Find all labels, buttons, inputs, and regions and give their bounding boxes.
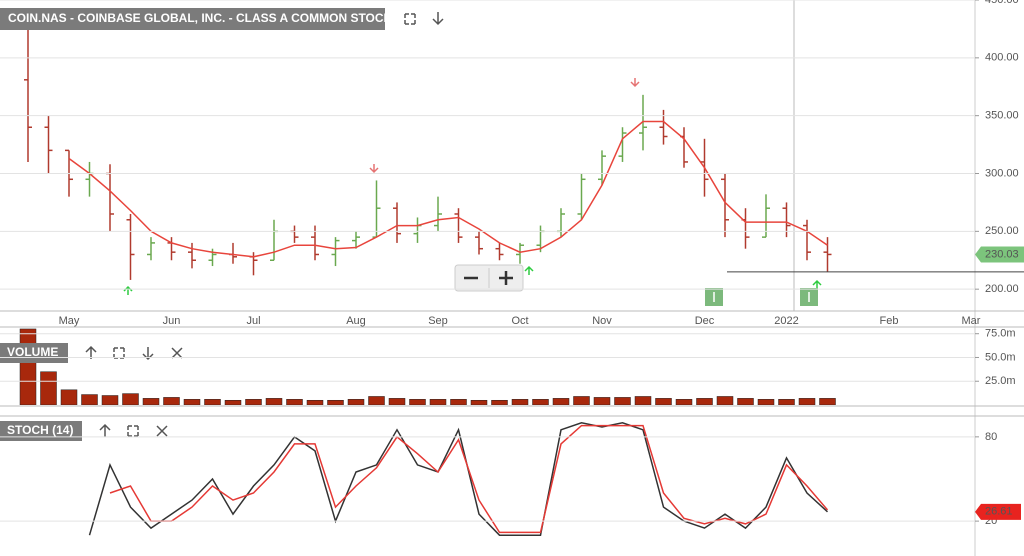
bar bbox=[491, 399, 508, 405]
y-tick-label: 75.0m bbox=[985, 328, 1016, 340]
y-tick-label: 80 bbox=[985, 431, 997, 443]
bar bbox=[634, 396, 652, 405]
bar bbox=[429, 399, 447, 405]
x-tick-label: Jul bbox=[246, 315, 260, 327]
x-tick-label: Dec bbox=[695, 315, 715, 327]
bar bbox=[368, 396, 385, 405]
bar bbox=[19, 328, 37, 405]
bar bbox=[163, 397, 180, 405]
y-tick-label: 400.00 bbox=[985, 52, 1019, 64]
bar bbox=[122, 393, 139, 405]
title-box bbox=[0, 421, 82, 441]
zoom-in[interactable] bbox=[499, 271, 513, 285]
y-tick-label: 200.00 bbox=[985, 283, 1019, 295]
bar bbox=[798, 398, 816, 405]
fullscreen-icon[interactable] bbox=[127, 425, 139, 437]
toolbar[interactable] bbox=[99, 423, 168, 437]
close-icon[interactable] bbox=[171, 347, 183, 359]
buy-arrow bbox=[524, 265, 534, 275]
last-value-tag bbox=[975, 503, 1021, 520]
bar bbox=[778, 399, 795, 405]
x-tick-label: Jun bbox=[163, 315, 181, 327]
bar bbox=[40, 371, 57, 405]
y-tick-label: 50.0m bbox=[985, 351, 1016, 363]
x-tick-label: 2022 bbox=[774, 315, 798, 327]
bar bbox=[675, 399, 693, 405]
close-icon[interactable] bbox=[156, 425, 168, 437]
bar bbox=[532, 399, 549, 405]
last-value-label: 26.61 bbox=[985, 506, 1013, 518]
bar bbox=[245, 399, 262, 405]
bar bbox=[409, 399, 426, 405]
sell-arrow bbox=[630, 78, 640, 88]
bar bbox=[593, 397, 611, 405]
bar bbox=[142, 398, 160, 405]
bar bbox=[388, 398, 406, 405]
bar bbox=[224, 399, 242, 405]
volume-title: VOLUME bbox=[7, 345, 58, 359]
y-tick-label: 25.0m bbox=[985, 375, 1016, 387]
zoom-control[interactable] bbox=[454, 264, 524, 292]
bar bbox=[716, 396, 734, 405]
y-tick-label: 350.00 bbox=[985, 110, 1019, 122]
bar bbox=[655, 398, 672, 405]
y-tick-label: 450.00 bbox=[985, 0, 1019, 6]
bar bbox=[573, 396, 590, 405]
x-tick-label: Aug bbox=[346, 315, 366, 327]
x-tick-label: Nov bbox=[592, 315, 612, 327]
bar bbox=[614, 397, 631, 405]
series-line bbox=[109, 424, 829, 534]
bar bbox=[511, 399, 529, 405]
bar bbox=[347, 399, 365, 405]
series-line bbox=[88, 422, 829, 536]
bar bbox=[81, 394, 98, 405]
fullscreen-icon[interactable] bbox=[404, 13, 416, 25]
bar bbox=[204, 399, 221, 405]
x-tick-label: Mar bbox=[962, 315, 981, 327]
bar bbox=[101, 395, 119, 405]
sell-arrow bbox=[369, 164, 379, 174]
x-tick-label: May bbox=[59, 315, 80, 327]
buy-arrow bbox=[812, 279, 822, 289]
bar bbox=[819, 398, 836, 405]
bar bbox=[552, 398, 570, 405]
toolbar[interactable] bbox=[404, 12, 444, 26]
chart-title: COIN.NAS - COINBASE GLOBAL, INC. - CLASS… bbox=[8, 11, 393, 25]
x-tick-label: Oct bbox=[511, 315, 528, 327]
toolbar[interactable] bbox=[85, 345, 183, 361]
bar bbox=[306, 399, 324, 405]
last-price-label: 230.03 bbox=[985, 248, 1019, 260]
bar bbox=[60, 389, 78, 405]
x-tick-label: Feb bbox=[880, 315, 899, 327]
bar bbox=[737, 398, 754, 405]
signal-markers bbox=[123, 78, 822, 306]
bar bbox=[450, 399, 467, 405]
bar bbox=[183, 399, 201, 405]
last-price-tag bbox=[975, 246, 1024, 263]
bar bbox=[696, 398, 713, 405]
y-tick-label: 300.00 bbox=[985, 167, 1019, 179]
bar bbox=[265, 398, 283, 405]
bar bbox=[327, 399, 344, 405]
down-icon[interactable] bbox=[432, 12, 444, 26]
x-tick-label: Sep bbox=[428, 315, 448, 327]
bar bbox=[757, 399, 775, 405]
stoch-title: STOCH (14) bbox=[7, 423, 73, 437]
title-box bbox=[0, 8, 385, 30]
bar bbox=[286, 399, 303, 405]
series-line bbox=[68, 120, 828, 258]
title-box bbox=[0, 343, 68, 363]
up-icon[interactable] bbox=[99, 423, 111, 437]
fullscreen-icon[interactable] bbox=[113, 347, 125, 359]
y-tick-label: 250.00 bbox=[985, 225, 1019, 237]
bar bbox=[470, 399, 488, 405]
